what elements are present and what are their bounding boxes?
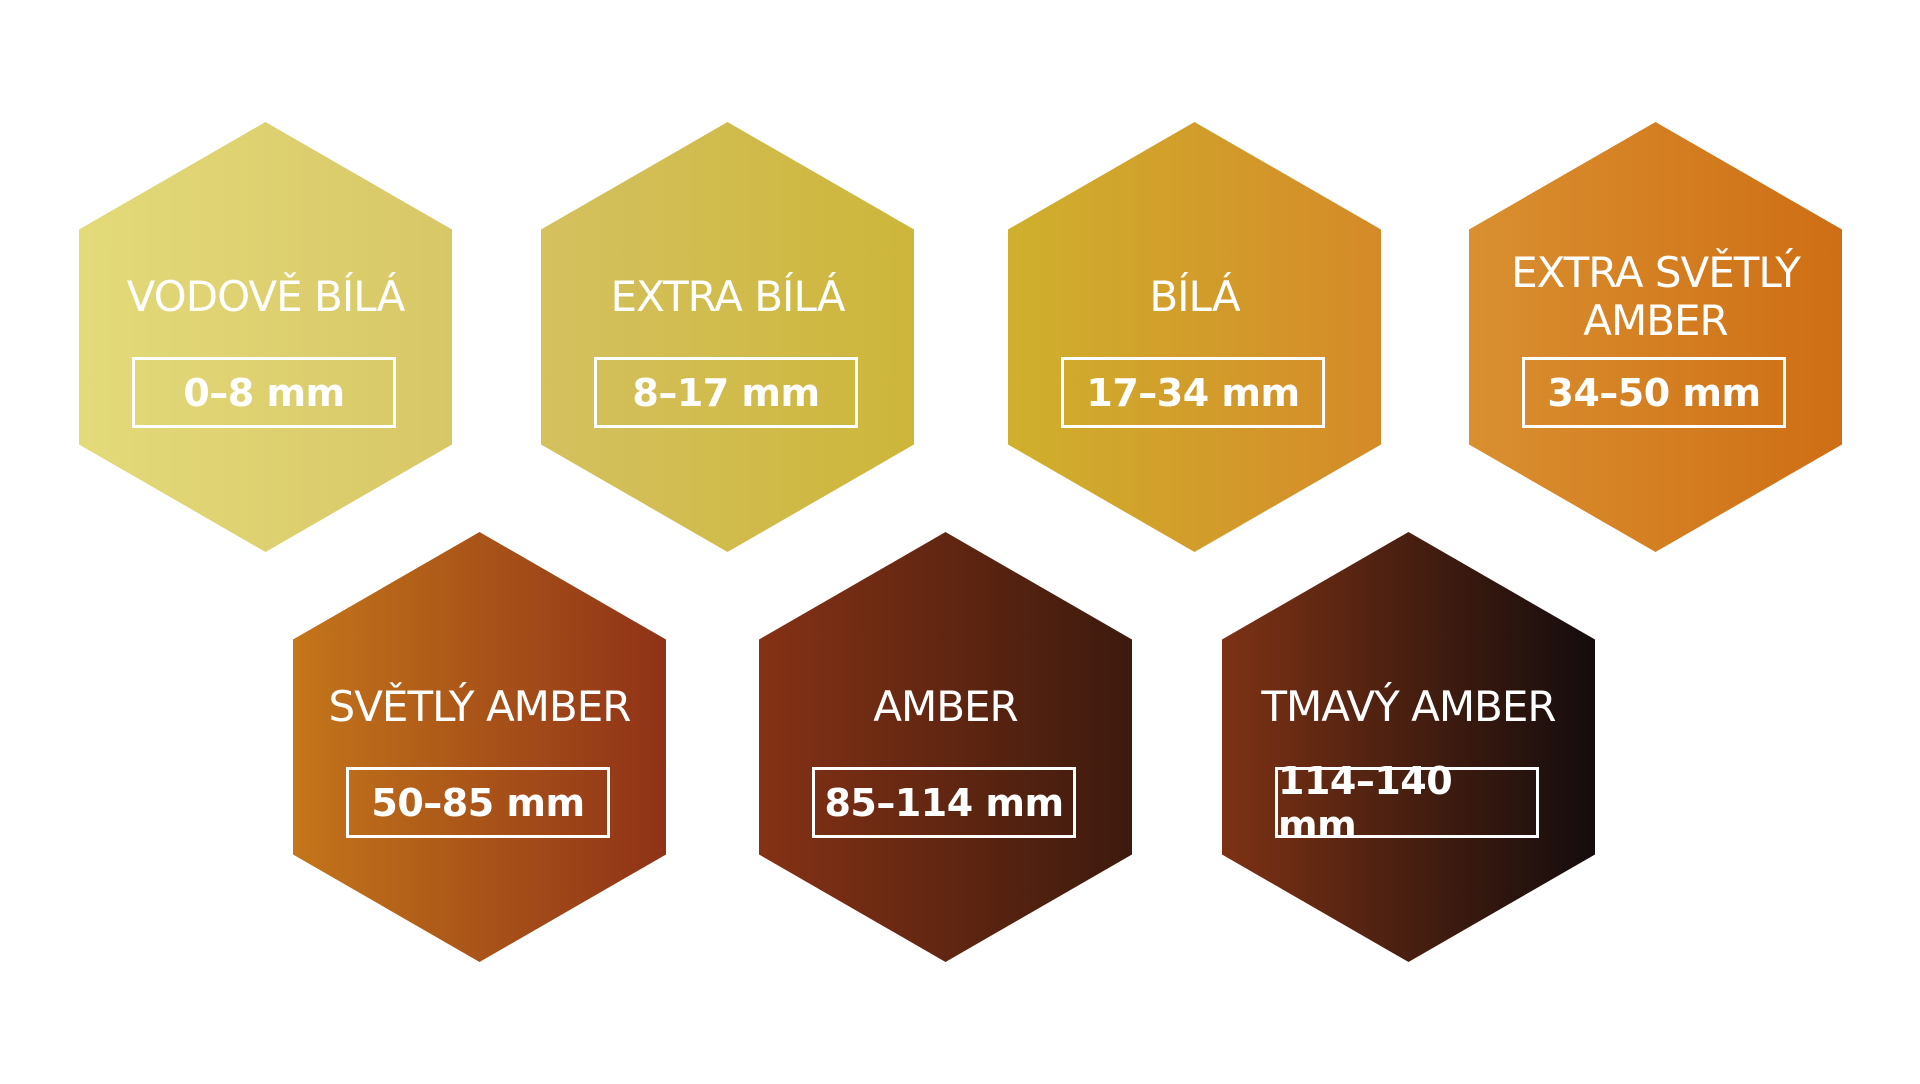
grade-hexagon-tmavy-amber: TMAVÝ AMBER 114–140 mm	[1222, 532, 1595, 962]
range-box: 34–50 mm	[1522, 357, 1786, 428]
grade-name-line-1: EXTRA SVĚTLÝ	[1511, 248, 1801, 297]
hexagon-shape	[1008, 122, 1381, 552]
grade-range: 114–140 mm	[1278, 758, 1453, 847]
range-box: 8–17 mm	[594, 357, 858, 428]
hexagon-shape	[1469, 122, 1842, 552]
hexagon-shape	[293, 532, 666, 962]
range-box: 114–140 mm	[1275, 759, 1539, 847]
grade-name: AMBER	[873, 682, 1019, 731]
grade-name: BÍLÁ	[1149, 272, 1240, 321]
grade-name: SVĚTLÝ AMBER	[328, 682, 632, 731]
grade-range: 0–8 mm	[183, 370, 345, 415]
grade-range: 8–17 mm	[632, 370, 820, 415]
grade-range: 85–114 mm	[824, 780, 1064, 825]
range-box: 85–114 mm	[812, 767, 1076, 838]
grade-hexagon-extra-svetly-amber: EXTRA SVĚTLÝ AMBER 34–50 mm	[1469, 122, 1842, 552]
range-box: 0–8 mm	[132, 357, 396, 428]
grade-name: TMAVÝ AMBER	[1261, 682, 1556, 731]
grade-hexagon-extra-bila: EXTRA BÍLÁ 8–17 mm	[541, 122, 914, 552]
hexagon-shape	[541, 122, 914, 552]
range-box: 50–85 mm	[346, 767, 610, 838]
hexagon-shape	[759, 532, 1132, 962]
grade-name: VODOVĚ BÍLÁ	[126, 272, 406, 321]
grade-hexagon-amber: AMBER 85–114 mm	[759, 532, 1132, 962]
hexagon-shape	[1222, 532, 1595, 962]
grade-range: 34–50 mm	[1547, 370, 1761, 415]
grade-range: 50–85 mm	[371, 780, 585, 825]
grade-range: 17–34 mm	[1086, 370, 1300, 415]
grade-name: EXTRA SVĚTLÝ AMBER	[1479, 247, 1832, 347]
hexagon-shape	[79, 122, 452, 552]
grade-hexagon-svetly-amber: SVĚTLÝ AMBER 50–85 mm	[293, 532, 666, 962]
grade-name: EXTRA BÍLÁ	[610, 272, 845, 321]
grade-hexagon-vodove-bila: VODOVĚ BÍLÁ 0–8 mm	[79, 122, 452, 552]
grade-name-line-2: AMBER	[1583, 296, 1729, 345]
grade-hexagon-bila: BÍLÁ 17–34 mm	[1008, 122, 1381, 552]
range-box: 17–34 mm	[1061, 357, 1325, 428]
